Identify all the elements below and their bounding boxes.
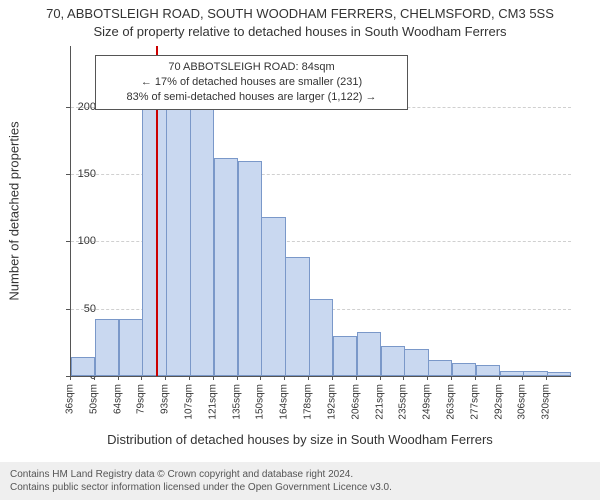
annotation-line-1: 70 ABBOTSLEIGH ROAD: 84sqm [104, 60, 399, 75]
x-tick-mark [260, 376, 261, 380]
x-tick-mark [141, 376, 142, 380]
chart-title-line2: Size of property relative to detached ho… [0, 24, 600, 39]
chart-container: 70, ABBOTSLEIGH ROAD, SOUTH WOODHAM FERR… [0, 0, 600, 500]
x-tick-label: 50sqm [88, 384, 99, 414]
x-tick-mark [308, 376, 309, 380]
histogram-bar [404, 349, 428, 376]
x-tick-mark [380, 376, 381, 380]
histogram-bar [119, 319, 143, 376]
x-tick-label: 178sqm [303, 384, 314, 420]
y-tick-mark [66, 107, 70, 108]
x-tick-label: 206sqm [350, 384, 361, 420]
annotation-box: 70 ABBOTSLEIGH ROAD: 84sqm ← 17% of deta… [95, 55, 408, 110]
x-tick-mark [118, 376, 119, 380]
x-tick-label: 36sqm [65, 384, 76, 414]
histogram-bar [547, 372, 571, 376]
x-tick-mark [284, 376, 285, 380]
x-tick-label: 135sqm [231, 384, 242, 420]
x-tick-label: 79sqm [136, 384, 147, 414]
x-tick-mark [237, 376, 238, 380]
footer: Contains HM Land Registry data © Crown c… [0, 462, 600, 500]
y-tick-mark [66, 174, 70, 175]
x-tick-mark [213, 376, 214, 380]
histogram-bar [381, 346, 405, 376]
histogram-bar [333, 336, 357, 376]
x-tick-label: 221sqm [374, 384, 385, 420]
x-tick-label: 263sqm [445, 384, 456, 420]
x-tick-mark [546, 376, 547, 380]
x-tick-label: 235sqm [398, 384, 409, 420]
x-tick-mark [70, 376, 71, 380]
histogram-bar [428, 360, 452, 376]
x-tick-label: 107sqm [184, 384, 195, 420]
x-tick-mark [94, 376, 95, 380]
footer-line-1: Contains HM Land Registry data © Crown c… [10, 468, 590, 481]
annotation-line-3: 83% of semi-detached houses are larger (… [104, 90, 399, 105]
x-tick-label: 306sqm [517, 384, 528, 420]
histogram-bar [476, 365, 500, 376]
histogram-bar [452, 363, 476, 376]
y-tick-mark [66, 309, 70, 310]
chart-title-line1: 70, ABBOTSLEIGH ROAD, SOUTH WOODHAM FERR… [0, 6, 600, 21]
x-tick-mark [189, 376, 190, 380]
y-tick-mark [66, 241, 70, 242]
histogram-bar [166, 66, 190, 376]
y-tick-label: 150 [56, 168, 96, 180]
x-tick-label: 277sqm [469, 384, 480, 420]
x-tick-mark [499, 376, 500, 380]
x-tick-label: 150sqm [255, 384, 266, 420]
x-tick-label: 249sqm [422, 384, 433, 420]
histogram-bar [500, 371, 524, 376]
x-tick-mark [332, 376, 333, 380]
x-tick-mark [165, 376, 166, 380]
x-tick-mark [356, 376, 357, 380]
footer-line-2: Contains public sector information licen… [10, 481, 590, 494]
histogram-bar [357, 332, 381, 376]
histogram-bar [214, 158, 238, 376]
x-axis-label: Distribution of detached houses by size … [0, 432, 600, 447]
x-tick-mark [403, 376, 404, 380]
y-tick-label: 100 [56, 235, 96, 247]
x-tick-mark [451, 376, 452, 380]
x-tick-label: 320sqm [541, 384, 552, 420]
histogram-bar [261, 217, 285, 376]
histogram-bar [190, 86, 214, 376]
histogram-bar [285, 257, 309, 376]
x-tick-label: 164sqm [279, 384, 290, 420]
x-tick-label: 121sqm [207, 384, 218, 420]
histogram-bar [95, 319, 119, 376]
annotation-line-2: ← 17% of detached houses are smaller (23… [104, 75, 399, 90]
histogram-bar [523, 371, 547, 376]
x-tick-label: 192sqm [326, 384, 337, 420]
x-tick-label: 93sqm [160, 384, 171, 414]
histogram-bar [71, 357, 95, 376]
histogram-bar [309, 299, 333, 376]
y-tick-label: 200 [56, 101, 96, 113]
histogram-bar [238, 161, 262, 377]
y-axis-label: Number of detached properties [7, 121, 22, 300]
x-tick-label: 64sqm [112, 384, 123, 414]
x-tick-label: 292sqm [493, 384, 504, 420]
y-tick-label: 50 [56, 303, 96, 315]
x-tick-mark [522, 376, 523, 380]
x-tick-mark [427, 376, 428, 380]
x-tick-mark [475, 376, 476, 380]
